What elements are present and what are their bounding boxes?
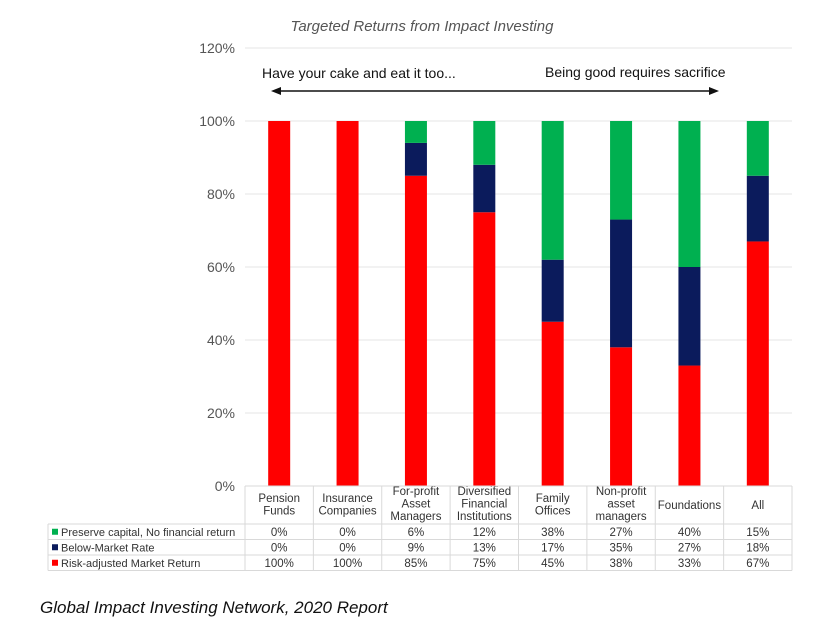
table-cell: 6% (408, 527, 425, 539)
bar-segment (404, 142, 427, 176)
bar-segment (610, 121, 633, 220)
bar-segment (746, 241, 769, 486)
table-row-label: Preserve capital, No financial return (61, 527, 235, 539)
table-row-label: Below-Market Rate (61, 542, 155, 554)
bar-segment (678, 365, 701, 486)
y-tick-label: 60% (207, 259, 235, 275)
y-tick-label: 100% (199, 113, 235, 129)
table-cell: 9% (408, 542, 425, 554)
table-cell: 18% (746, 542, 769, 554)
table-cell: 0% (271, 542, 288, 554)
annotation-left: Have your cake and eat it too... (262, 65, 456, 81)
y-tick-label: 80% (207, 186, 235, 202)
arrow-left-head (271, 87, 281, 95)
x-category-label: Pension (258, 493, 300, 505)
x-category-label: Non-profit (596, 486, 647, 498)
table-cell: 100% (264, 558, 293, 570)
table-cell: 27% (610, 527, 633, 539)
x-category-label: Companies (318, 506, 376, 518)
x-category-label: Institutions (457, 511, 512, 523)
arrow-right-head (709, 87, 719, 95)
chart-title: Targeted Returns from Impact Investing (291, 18, 555, 35)
x-category-label: Funds (263, 506, 295, 518)
y-tick-label: 20% (207, 405, 235, 421)
annotation: Have your cake and eat it too... Being g… (262, 64, 726, 95)
bar-segment (541, 259, 564, 322)
table-cell: 12% (473, 527, 496, 539)
x-category-label: Foundations (658, 500, 722, 512)
y-axis-ticks: 0% 20% 40% 60% 80% 100% 120% (199, 40, 235, 494)
bar-segment (473, 212, 496, 486)
table-cell: 38% (541, 527, 564, 539)
x-category-label: All (751, 500, 764, 512)
x-category-label: managers (595, 511, 646, 523)
table-cell: 27% (678, 542, 701, 554)
bar-segment (610, 219, 633, 348)
bars (268, 121, 769, 486)
legend-swatch (52, 559, 58, 566)
table-cell: 45% (541, 558, 564, 570)
table-cell: 100% (333, 558, 362, 570)
table-cell: 15% (746, 527, 769, 539)
bar-segment (541, 121, 564, 260)
x-category-label: Offices (535, 506, 571, 518)
annotation-right: Being good requires sacrifice (545, 64, 726, 80)
x-category-label: Financial (461, 499, 507, 511)
bar-segment (746, 121, 769, 176)
x-category-label: Asset (402, 499, 432, 511)
table-cell: 75% (473, 558, 496, 570)
bar-segment (746, 175, 769, 242)
x-category-label: Family (536, 493, 570, 505)
table-cell: 17% (541, 542, 564, 554)
legend-swatch (52, 544, 58, 551)
table-cell: 0% (339, 542, 356, 554)
table-cell: 0% (339, 527, 356, 539)
x-category-label: Managers (390, 511, 441, 523)
legend-swatch (52, 528, 58, 535)
bar-segment (610, 347, 633, 486)
bar-segment (473, 121, 496, 165)
x-category-label: For-profit (393, 486, 440, 498)
table-cell: 67% (746, 558, 769, 570)
table-cell: 35% (610, 542, 633, 554)
bar-segment (678, 267, 701, 366)
bar-segment (541, 321, 564, 486)
y-tick-label: 0% (215, 478, 235, 494)
table-cell: 40% (678, 527, 701, 539)
bar-segment (336, 121, 359, 486)
x-category-label: asset (607, 499, 635, 511)
table-cell: 0% (271, 527, 288, 539)
table-cell: 85% (404, 558, 427, 570)
bar-segment (268, 121, 291, 486)
y-tick-label: 120% (199, 40, 235, 56)
table-cell: 13% (473, 542, 496, 554)
gridlines (245, 47, 792, 487)
y-tick-label: 40% (207, 332, 235, 348)
table-cell: 33% (678, 558, 701, 570)
table-row-label: Risk-adjusted Market Return (61, 558, 200, 570)
bar-segment (404, 175, 427, 486)
table-cell: 38% (610, 558, 633, 570)
bar-segment (678, 121, 701, 267)
x-category-label: Insurance (322, 493, 373, 505)
x-category-label: Diversified (457, 486, 511, 498)
bar-segment (473, 164, 496, 213)
bar-segment (404, 121, 427, 143)
source-caption: Global Impact Investing Network, 2020 Re… (40, 598, 388, 617)
